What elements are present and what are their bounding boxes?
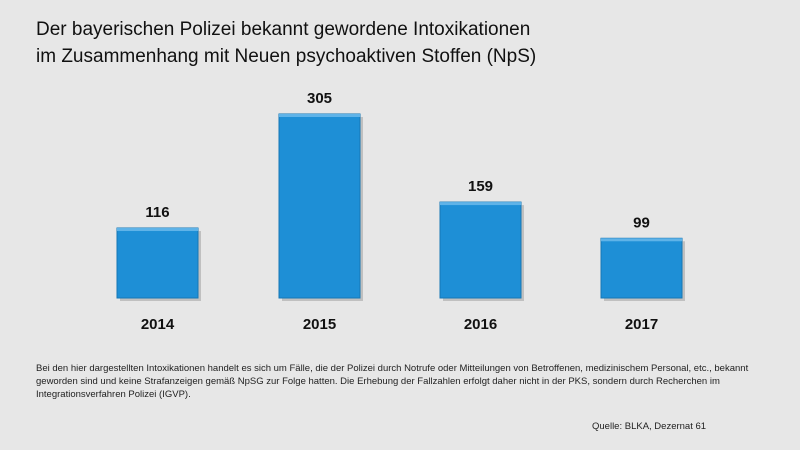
x-tick-label: 2016 [464, 316, 497, 333]
bar-highlight [601, 238, 682, 242]
bar-2017 [600, 237, 683, 299]
bar-highlight [117, 228, 198, 232]
bar-chart: 116 2014 305 2015 159 2016 99 2017 [116, 90, 685, 333]
bar-2016 [439, 201, 522, 299]
x-tick-label: 2014 [141, 316, 175, 333]
chart-title-line-1: Der bayerischen Polizei bekannt geworden… [36, 19, 531, 40]
bar-highlight [440, 202, 521, 206]
bar-2014 [116, 227, 199, 299]
bar-highlight [279, 114, 360, 117]
data-label: 305 [307, 90, 332, 107]
source-note: Quelle: BLKA, Dezernat 61 [592, 421, 707, 432]
data-label: 116 [145, 204, 169, 221]
data-label: 159 [468, 178, 493, 195]
footnote: Bei den hier dargestellten Intoxikatione… [36, 363, 749, 400]
chart-title: Der bayerischen Polizei bekannt geworden… [36, 16, 536, 70]
bar-2015 [278, 113, 361, 299]
chart-title-line-2: im Zusammenhang mit Neuen psychoaktiven … [36, 46, 537, 67]
x-tick-label: 2015 [303, 316, 336, 333]
data-label: 99 [633, 214, 650, 231]
x-tick-label: 2017 [625, 316, 658, 333]
